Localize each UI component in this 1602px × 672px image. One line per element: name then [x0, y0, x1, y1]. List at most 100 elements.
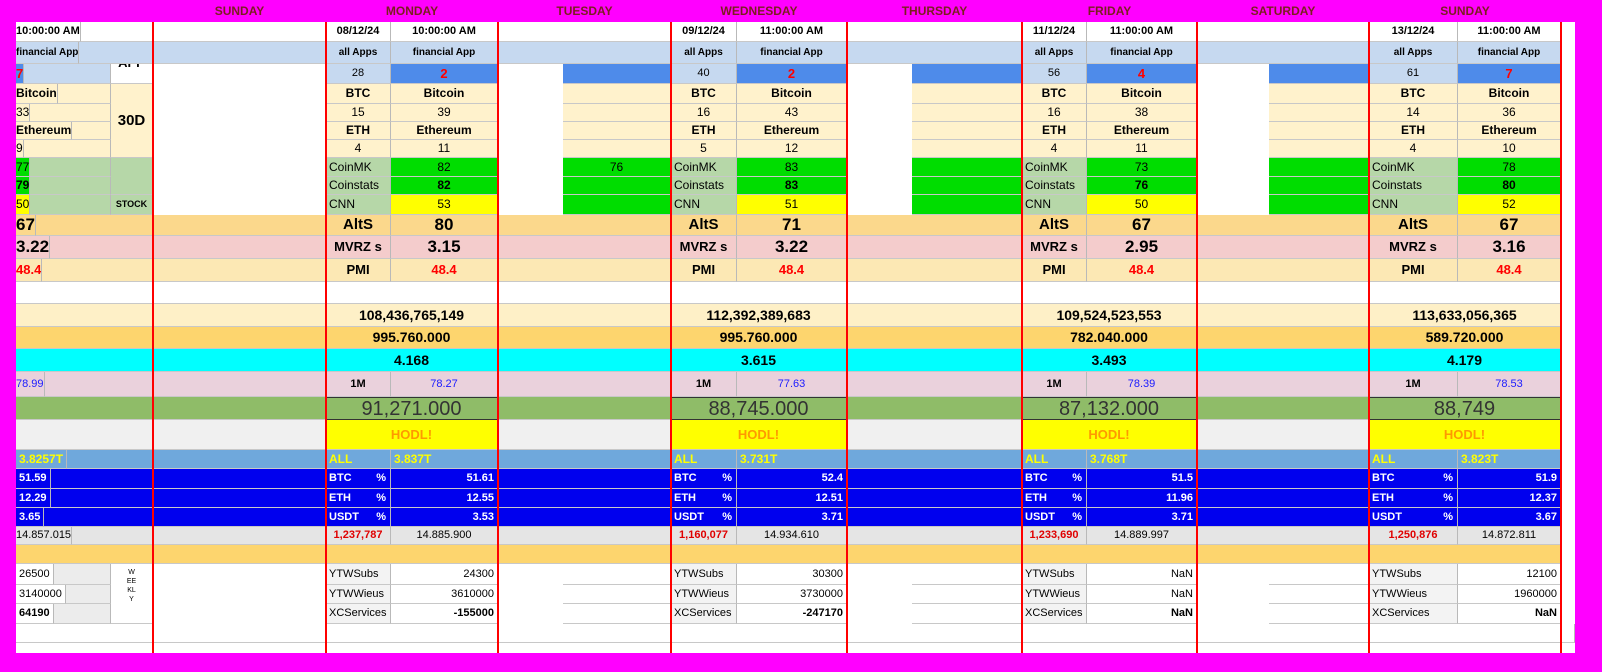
- time-cell[interactable]: 11:00:00 AM: [1087, 22, 1197, 42]
- lth-b[interactable]: 14.889.997: [1087, 527, 1197, 545]
- alts-value[interactable]: 80: [391, 215, 498, 236]
- eth-etf-value[interactable]: 995.760.000: [671, 327, 847, 349]
- usdt-dom-value[interactable]: 3.71: [737, 508, 847, 527]
- cnn-value[interactable]: 50: [16, 195, 31, 215]
- eth-30d[interactable]: 4: [326, 140, 391, 158]
- empty-cell[interactable]: [563, 104, 671, 122]
- cnn-value[interactable]: 50: [1087, 195, 1197, 215]
- btc-etf-value[interactable]: 113,633,056,365: [1369, 304, 1561, 327]
- ytw-subs-label[interactable]: YTWSubs: [1369, 564, 1458, 585]
- eth-label[interactable]: ETH: [671, 122, 737, 140]
- fee-value[interactable]: 4.168: [326, 349, 498, 372]
- coinstats-label[interactable]: Coinstats: [326, 177, 391, 195]
- eth-30d[interactable]: 4: [1022, 140, 1087, 158]
- btc-etf-value[interactable]: 109,524,523,553: [1022, 304, 1197, 327]
- risk-empty[interactable]: [671, 282, 847, 304]
- eth-etf-value[interactable]: 782.040.000: [1022, 327, 1197, 349]
- all-apps-value[interactable]: 56: [1022, 64, 1087, 84]
- eth-dom-value[interactable]: 12.51: [737, 489, 847, 508]
- empty-cell[interactable]: [912, 158, 1022, 177]
- hodl-value[interactable]: HODL!: [1369, 420, 1561, 450]
- ethereum-30d[interactable]: 10: [1458, 140, 1561, 158]
- hodl-value[interactable]: HODL!: [326, 420, 498, 450]
- btc-dom-value[interactable]: 51.61: [391, 469, 498, 489]
- fin-app-value[interactable]: 4: [1087, 64, 1197, 84]
- ytw-subs-label[interactable]: YTWSubs: [671, 564, 737, 585]
- pmi-value[interactable]: 48.4: [1087, 259, 1197, 282]
- cnn-label[interactable]: CNN: [671, 195, 737, 215]
- fin-app-value[interactable]: 2: [737, 64, 847, 84]
- fin-app-label[interactable]: financial App: [391, 42, 498, 64]
- btc-dom-label[interactable]: BTC%: [1369, 469, 1458, 489]
- all-apps-label[interactable]: all Apps: [326, 42, 391, 64]
- all-apps-value[interactable]: 61: [1369, 64, 1458, 84]
- weekly-label[interactable]: WEEKLY: [111, 564, 153, 624]
- rsi-1m[interactable]: 1M: [1369, 372, 1458, 397]
- xc-label[interactable]: XCServices: [1369, 604, 1458, 624]
- pmi-value[interactable]: 48.4: [737, 259, 847, 282]
- ytw-subs-value[interactable]: NaN: [1087, 564, 1197, 585]
- empty-cell[interactable]: [912, 564, 1022, 585]
- ethereum-30d[interactable]: 11: [1087, 140, 1197, 158]
- empty-cell[interactable]: [16, 140, 111, 158]
- usdt-dom-value[interactable]: 3.65: [16, 508, 45, 527]
- coinmk-value[interactable]: 83: [737, 158, 847, 177]
- alts-label[interactable]: AltS: [1022, 215, 1087, 236]
- bitcoin-label[interactable]: Bitcoin: [1458, 84, 1561, 104]
- empty-cell[interactable]: [912, 195, 1022, 215]
- lth-spacer[interactable]: [671, 545, 847, 564]
- ytw-subs-label[interactable]: YTWSubs: [326, 564, 391, 585]
- lth-a[interactable]: 1,250,876: [1369, 527, 1458, 545]
- eth-30d[interactable]: 5: [671, 140, 737, 158]
- fee-value[interactable]: 4.179: [1369, 349, 1561, 372]
- fee-value[interactable]: 3.615: [671, 349, 847, 372]
- all-cap-value[interactable]: 3.731T: [737, 450, 847, 469]
- bitcoin-30d[interactable]: 33: [16, 104, 31, 122]
- time-cell[interactable]: 11:00:00 AM: [737, 22, 847, 42]
- rsi-value[interactable]: 78.99: [16, 372, 45, 397]
- pmi-label[interactable]: PMI: [1022, 259, 1087, 282]
- btc-dom-value[interactable]: 51.59: [16, 469, 51, 489]
- alts-value[interactable]: 71: [737, 215, 847, 236]
- mvrz-value[interactable]: 3.16: [1458, 236, 1561, 259]
- days30-label[interactable]: 30D: [111, 84, 153, 158]
- lth-a[interactable]: 1,233,690: [1022, 527, 1087, 545]
- usdt-dom-value[interactable]: 3.71: [1087, 508, 1197, 527]
- ytw-views-label[interactable]: YTWWieus: [671, 585, 737, 604]
- mvrz-label[interactable]: MVRZ s: [326, 236, 391, 259]
- fin-app-label[interactable]: financial App: [1087, 42, 1197, 64]
- empty-cell[interactable]: [1269, 140, 1369, 158]
- bitcoin-label[interactable]: Bitcoin: [391, 84, 498, 104]
- coinstats-label[interactable]: Coinstats: [671, 177, 737, 195]
- xc-label[interactable]: XCServices: [671, 604, 737, 624]
- empty-cell[interactable]: [912, 84, 1022, 104]
- mining-value[interactable]: 88,745.000: [671, 397, 847, 420]
- xc-value[interactable]: NaN: [1087, 604, 1197, 624]
- mvrz-label[interactable]: MVRZ s: [1022, 236, 1087, 259]
- empty-cell[interactable]: [912, 104, 1022, 122]
- hodl-value[interactable]: HODL!: [671, 420, 847, 450]
- xc-label[interactable]: XCServices: [1022, 604, 1087, 624]
- ytw-views-value[interactable]: 3610000: [391, 585, 498, 604]
- lth-spacer[interactable]: [1369, 545, 1561, 564]
- alts-label[interactable]: AltS: [1369, 215, 1458, 236]
- ethereum-30d[interactable]: 11: [391, 140, 498, 158]
- lth-b[interactable]: 14.857.015: [16, 527, 73, 545]
- alts-value[interactable]: 67: [16, 215, 36, 236]
- coinmk-value[interactable]: 77: [16, 158, 31, 177]
- ytw-views-value[interactable]: 3140000: [16, 585, 66, 604]
- empty-cell[interactable]: [912, 604, 1022, 624]
- empty-cell[interactable]: [1269, 158, 1369, 177]
- empty-cell[interactable]: [563, 84, 671, 104]
- usdt-dom-value[interactable]: 3.53: [391, 508, 498, 527]
- usdt-dom-label[interactable]: USDT%: [326, 508, 391, 527]
- xc-value[interactable]: NaN: [1458, 604, 1561, 624]
- empty-cell[interactable]: [563, 140, 671, 158]
- empty-cell[interactable]: [563, 64, 671, 84]
- btc-etf-value[interactable]: 108,436,765,149: [326, 304, 498, 327]
- mining-value[interactable]: 88,749: [1369, 397, 1561, 420]
- coinmk-label[interactable]: CoinMK: [1022, 158, 1087, 177]
- mvrz-value[interactable]: 3.22: [16, 236, 51, 259]
- empty-cell[interactable]: [912, 585, 1022, 604]
- ytw-subs-value[interactable]: 12100: [1458, 564, 1561, 585]
